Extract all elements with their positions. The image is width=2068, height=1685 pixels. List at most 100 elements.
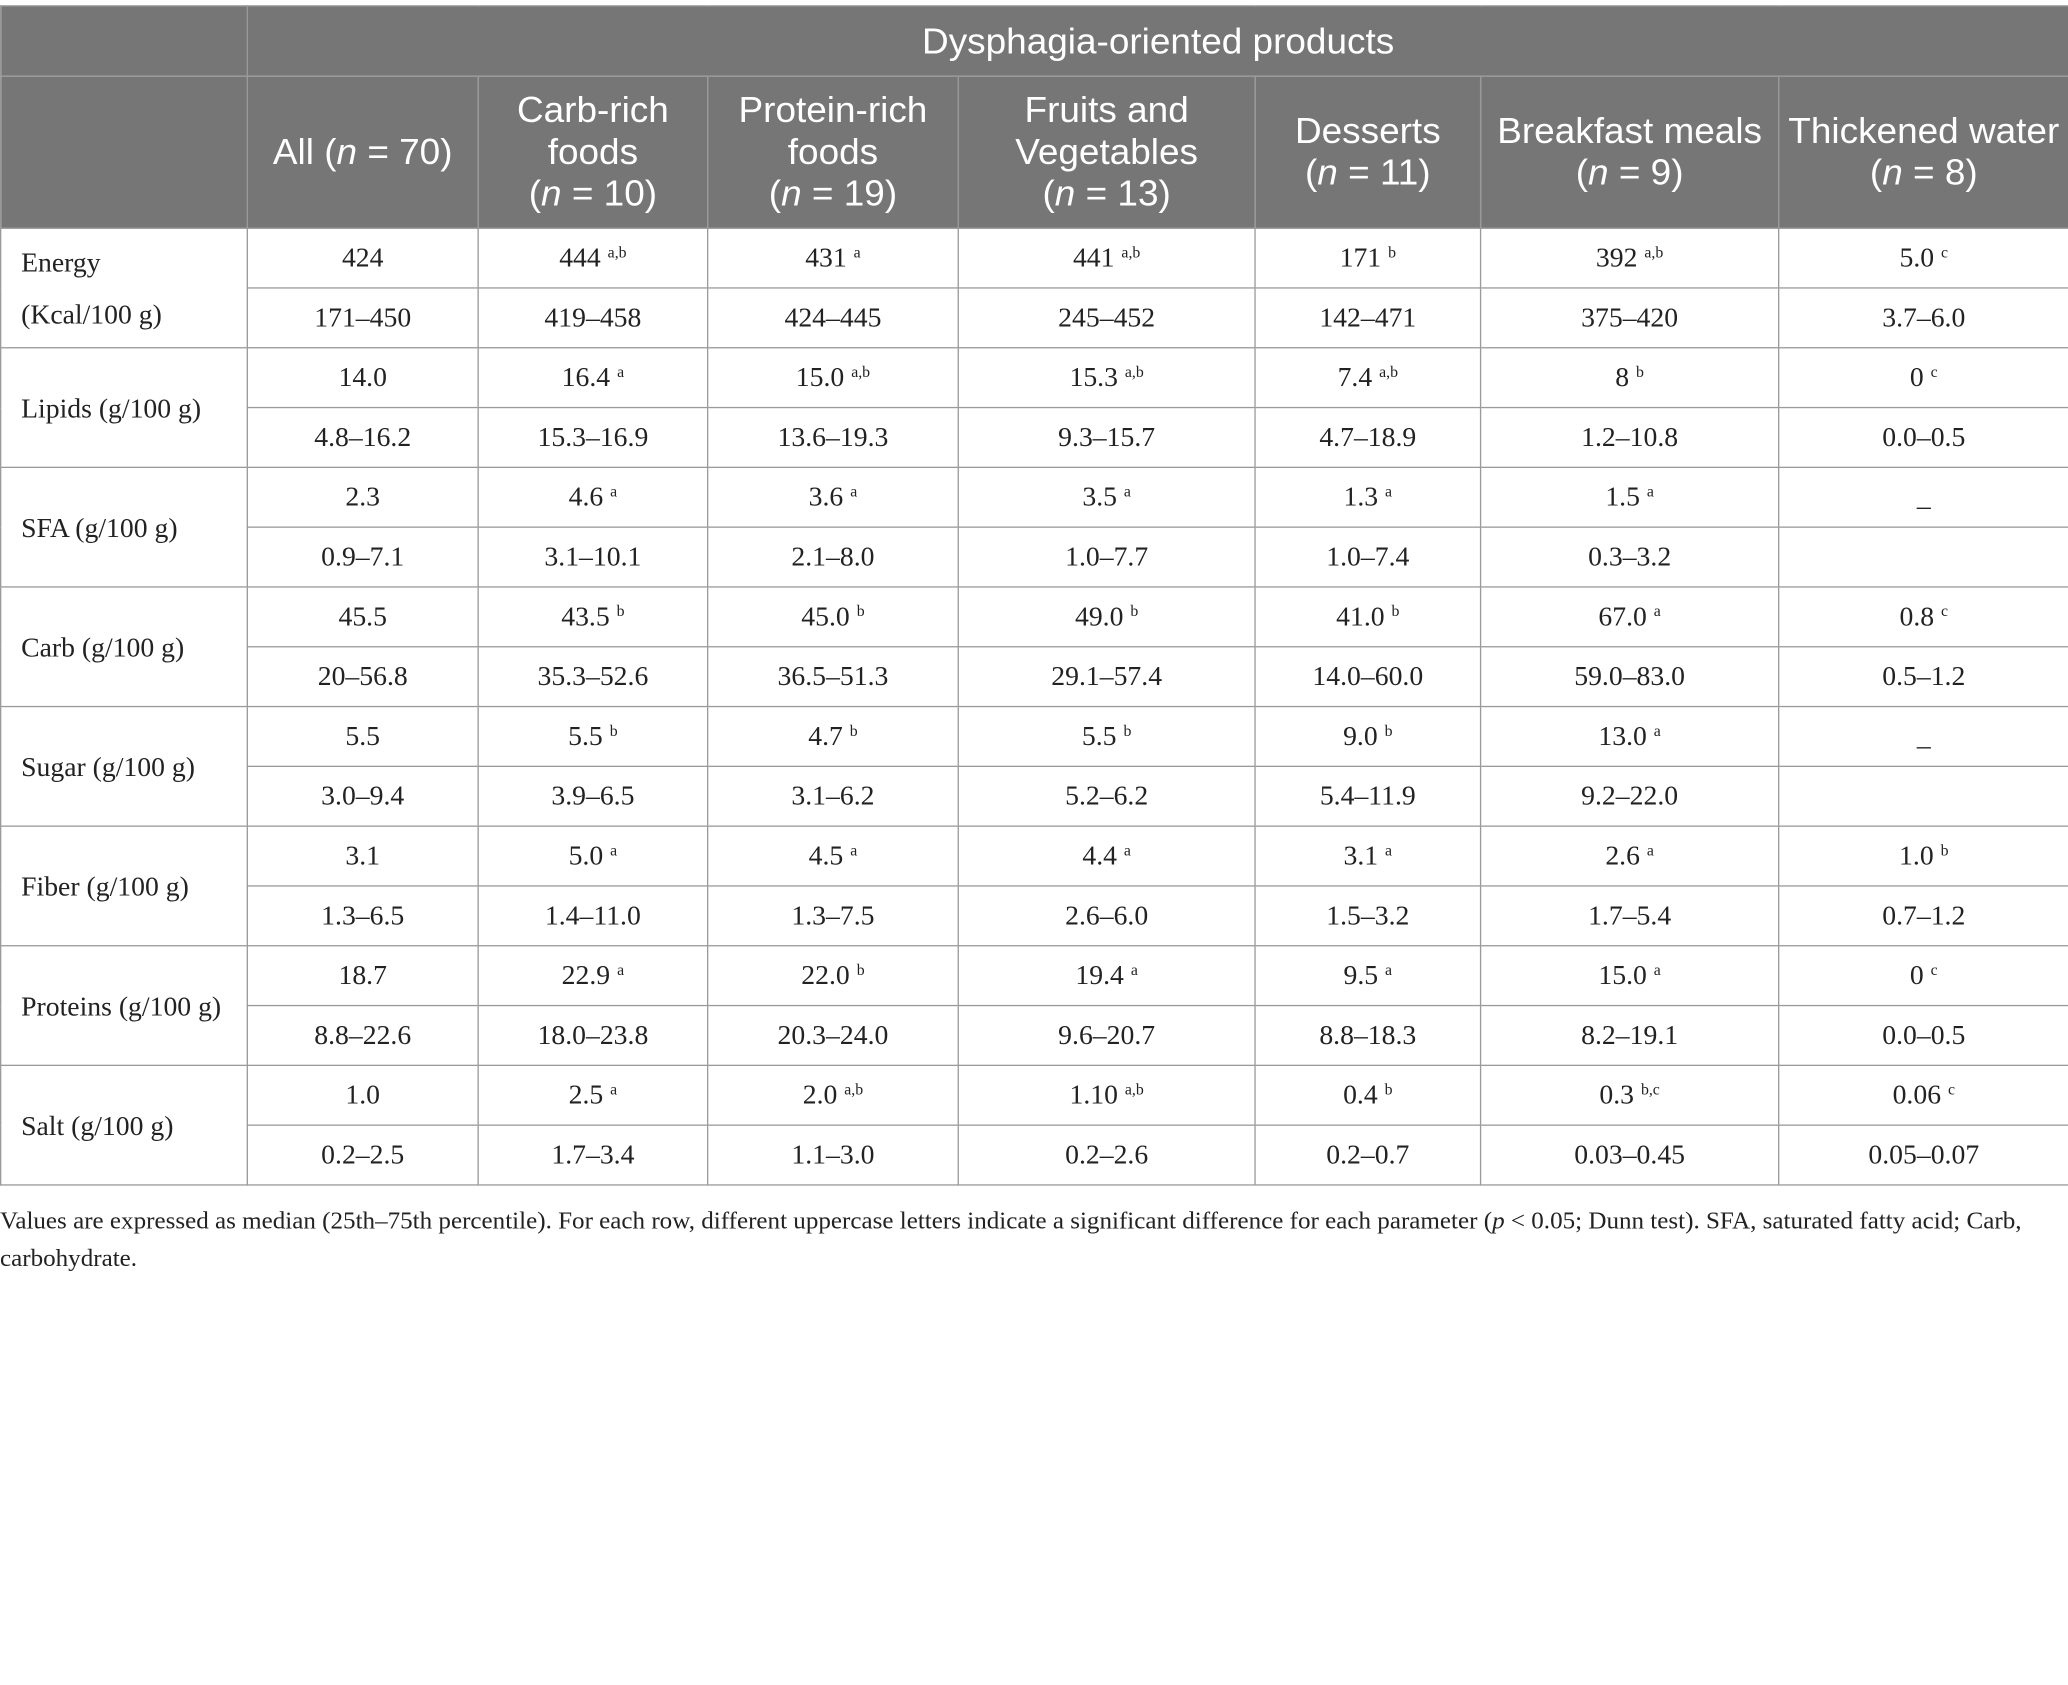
iqr-cell: 0.3–3.2 — [1479, 526, 1780, 588]
median-value: 444 — [559, 241, 601, 273]
significance-letter: b — [1636, 362, 1644, 381]
iqr-cell: 15.3–16.9 — [477, 406, 709, 468]
table-row-iqr: 4.8–16.2 15.3–16.9 13.6–19.3 9.3–15.7 4.7–18… — [1, 406, 2068, 468]
column-label: Breakfast meals — [1497, 110, 1763, 151]
column-n-value: 13 — [1117, 172, 1159, 214]
significance-letter: c — [1930, 960, 1938, 979]
row-label: Salt (g/100 g) — [0, 1064, 248, 1186]
median-value: 22.9 — [561, 959, 611, 991]
median-value: 0 — [1909, 959, 1924, 991]
iqr-cell: 35.3–52.6 — [477, 646, 709, 708]
table-row-iqr: 171–450 419–458 424–445 245–452 142–471 375–4… — [1, 287, 2068, 349]
iqr-cell — [1778, 526, 2068, 588]
iqr-cell: 3.9–6.5 — [477, 765, 709, 827]
significance-letter: b — [616, 601, 625, 621]
significance-letter: a — [1385, 482, 1393, 501]
median-value: 45.0 — [801, 600, 850, 632]
iqr-cell: 1.7–3.4 — [477, 1124, 709, 1186]
significance-letter: c — [1947, 1080, 1956, 1099]
column-header-0: All (n = 70) — [246, 75, 479, 229]
iqr-cell: 1.3–7.5 — [706, 885, 959, 947]
median-value: 67.0 — [1598, 600, 1647, 632]
median-cell: 1.5 a — [1479, 466, 1780, 528]
median-cell: 431 a — [706, 227, 959, 289]
iqr-cell: 3.0–9.4 — [246, 765, 479, 827]
median-cell: 0 c — [1778, 945, 2068, 1007]
column-header-1: Carb-rich foods (n = 10) — [477, 75, 709, 229]
table-row-median: Lipids (g/100 g) 14.0 16.4 a 15.0 a,b 15.3 a… — [0, 347, 2068, 468]
median-cell: 8 b — [1479, 347, 1780, 409]
iqr-cell: 14.0–60.0 — [1254, 646, 1482, 708]
significance-letter: b — [1388, 243, 1396, 262]
header-group-row: Dysphagia-oriented products — [0, 5, 2068, 77]
median-cell: _ — [1778, 466, 2068, 528]
table-row-median: Proteins (g/100 g) 18.7 22.9 a 22.0 b 19.4 a… — [0, 945, 2068, 1066]
iqr-cell: 1.2–10.8 — [1479, 406, 1780, 468]
significance-letter: b,c — [1640, 1080, 1660, 1099]
significance-letter: a — [1646, 482, 1654, 501]
median-cell: 424 — [246, 227, 479, 289]
column-header-4: Desserts (n = 11) — [1254, 75, 1482, 229]
median-cell: 41.0 b — [1254, 586, 1482, 648]
median-cell: 5.5 b — [957, 705, 1256, 767]
median-value: 2.6 — [1605, 839, 1640, 871]
significance-letter: a — [850, 841, 858, 860]
footnote-p: p — [1492, 1207, 1505, 1235]
iqr-cell: 0.2–0.7 — [1254, 1124, 1482, 1186]
iqr-cell: 0.0–0.5 — [1778, 1004, 2068, 1066]
iqr-cell: 8.8–18.3 — [1254, 1004, 1482, 1066]
median-value: 18.7 — [338, 959, 387, 991]
significance-letter: a,b — [607, 243, 627, 262]
table-row-iqr: 0.9–7.1 3.1–10.1 2.1–8.0 1.0–7.7 1.0–7.4 0.3–… — [1, 526, 2068, 588]
table-body: Energy (Kcal/100 g) 424 444 a,b 431 a 441 a,b… — [0, 227, 2068, 1186]
row-label-text: Salt (g/100 g) — [21, 1109, 174, 1141]
median-cell: 13.0 a — [1479, 705, 1780, 767]
iqr-cell: 0.9–7.1 — [246, 526, 479, 588]
median-value: 14.0 — [338, 361, 387, 393]
median-cell: 171 b — [1254, 227, 1482, 289]
iqr-cell: 375–420 — [1479, 287, 1780, 349]
median-cell: 9.0 b — [1254, 705, 1482, 767]
median-cell: 3.5 a — [957, 466, 1256, 528]
iqr-cell: 2.6–6.0 — [957, 885, 1256, 947]
median-value: 1.3 — [1343, 480, 1379, 513]
median-cell: 7.4 a,b — [1254, 347, 1482, 409]
iqr-cell: 1.0–7.4 — [1254, 526, 1482, 588]
column-n-value: 8 — [1944, 152, 1966, 193]
table-row-median: Carb (g/100 g) 45.5 43.5 b 45.0 b 49.0 b 41.0… — [0, 586, 2068, 708]
iqr-cell: 9.3–15.7 — [957, 406, 1256, 468]
iqr-cell — [1778, 765, 2068, 827]
column-label: All ( — [272, 131, 337, 172]
iqr-cell: 3.1–6.2 — [706, 765, 959, 827]
column-header-3: Fruits and Vegetables (n = 13) — [957, 75, 1256, 229]
median-cell: 9.5 a — [1254, 945, 1482, 1007]
median-cell: 22.9 a — [477, 945, 709, 1007]
column-label: Fruits and Vegetables — [1015, 89, 1199, 172]
median-cell: 1.10 a,b — [957, 1064, 1256, 1126]
iqr-cell: 9.2–22.0 — [1479, 765, 1780, 827]
median-value: 15.0 — [795, 361, 845, 393]
significance-letter: a — [610, 1080, 618, 1099]
median-cell: 444 a,b — [477, 227, 709, 289]
significance-letter: a — [1653, 721, 1661, 740]
median-cell: 16.4 a — [477, 347, 709, 409]
nutrition-table: Dysphagia-oriented products All (n = 70)… — [0, 5, 2068, 1186]
iqr-cell: 36.5–51.3 — [706, 646, 959, 708]
table-row-median: Sugar (g/100 g) 5.5 5.5 b 4.7 b 5.5 b 9.0 b 13… — [0, 705, 2068, 827]
column-header-row: All (n = 70) Carb-rich foods (n = 10) Prote… — [0, 75, 2068, 229]
significance-letter: c — [1930, 362, 1938, 381]
median-cell: 19.4 a — [957, 945, 1256, 1007]
significance-letter: c — [1941, 243, 1949, 262]
row-label-text: Fiber (g/100 g) — [21, 870, 189, 902]
median-cell: 1.0 b — [1778, 825, 2068, 887]
significance-letter: a — [1653, 601, 1661, 621]
iqr-cell: 20.3–24.0 — [706, 1004, 959, 1066]
median-value: 0.06 — [1892, 1079, 1942, 1111]
median-value: 3.6 — [808, 480, 844, 513]
median-value: 7.4 — [1337, 361, 1373, 393]
column-n-value: 11 — [1379, 152, 1419, 193]
median-cell: 0 c — [1778, 347, 2068, 409]
row-label: Carb (g/100 g) — [0, 586, 248, 708]
iqr-cell: 0.0–0.5 — [1778, 406, 2068, 468]
median-cell: 67.0 a — [1479, 586, 1780, 648]
